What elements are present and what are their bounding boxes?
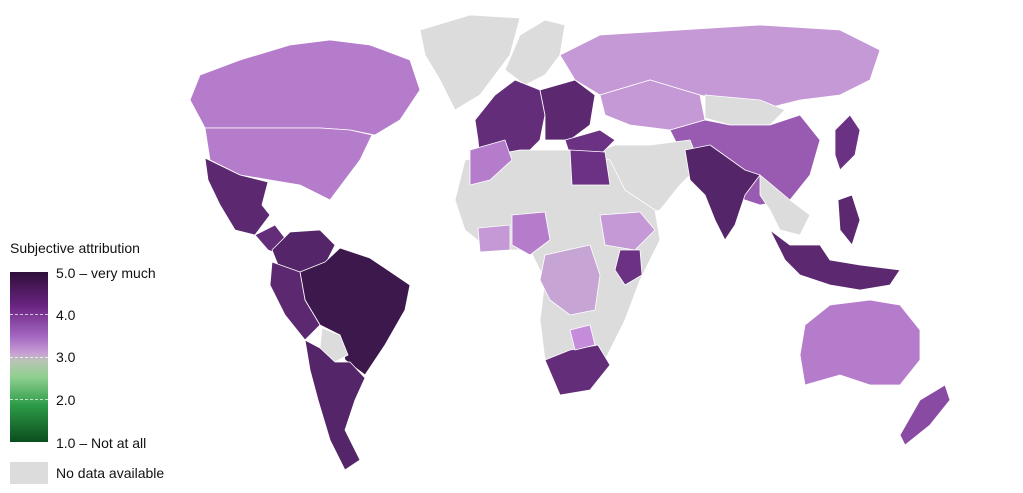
- region-egypt: [569, 149, 611, 186]
- no-data-label: No data available: [56, 465, 165, 481]
- tick-label-4: 4.0: [56, 307, 76, 323]
- region-morocco: [469, 139, 513, 186]
- tick-label-1: 1.0 – Not at all: [56, 435, 147, 451]
- region-southeast-asia-mainland: [759, 174, 811, 236]
- tick-label-5: 5.0 – very much: [56, 265, 156, 281]
- region-ethiopia: [599, 211, 656, 251]
- region-peru-ecuador: [269, 261, 321, 341]
- tick-label-2: 2.0: [56, 392, 76, 408]
- region-bolivia: [319, 327, 349, 363]
- region-south-africa: [544, 344, 611, 396]
- region-japan: [834, 114, 861, 171]
- region-new-zealand: [899, 384, 951, 446]
- ramp-tick: [10, 399, 48, 400]
- region-australia: [799, 299, 921, 386]
- region-nigeria: [511, 211, 551, 256]
- region-kenya: [614, 249, 643, 286]
- region-india: [684, 144, 761, 241]
- ramp-tick: [10, 357, 48, 358]
- region-chile-argentina: [304, 339, 366, 471]
- region-canada: [189, 39, 421, 136]
- region-eastern-europe: [539, 79, 596, 141]
- no-data-swatch: [10, 462, 48, 484]
- region-mexico: [204, 157, 271, 236]
- region-malaysia-indonesia: [769, 229, 901, 291]
- legend-title: Subjective attribution: [10, 240, 140, 256]
- region-philippines: [837, 194, 861, 246]
- region-dr-congo: [539, 244, 601, 316]
- region-scandinavia: [504, 19, 566, 86]
- tick-label-3: 3.0: [56, 349, 76, 365]
- region-zimbabwe: [569, 324, 596, 351]
- region-greenland: [419, 14, 521, 111]
- region-ghana-ivory-coast: [477, 224, 511, 253]
- color-ramp: [10, 272, 48, 442]
- ramp-tick: [10, 314, 48, 315]
